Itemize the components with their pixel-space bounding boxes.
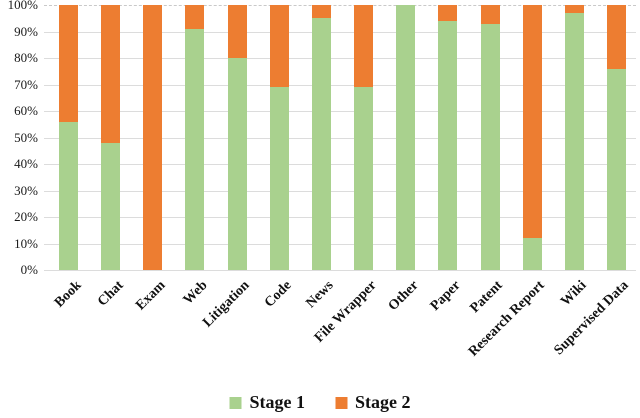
bar-news-stage-2: [311, 5, 331, 19]
gridline-40%: [44, 164, 636, 165]
legend-label: Stage 2: [355, 392, 411, 412]
bar-litigation-stage-1: [227, 58, 247, 270]
y-axis-tick-label: 50%: [14, 129, 38, 145]
bar-patent-stage-2: [480, 5, 500, 24]
bar-research-report-stage-2: [522, 5, 542, 239]
bar-wiki-stage-2: [564, 5, 584, 13]
bar-news-stage-1: [311, 18, 331, 270]
bar-chat-stage-1: [101, 142, 121, 270]
legend-item-stage-2: Stage 2: [335, 392, 411, 413]
gridline-100%: [44, 5, 636, 6]
y-axis-tick-label: 100%: [7, 0, 38, 12]
bar-file-wrapper-stage-2: [354, 5, 374, 88]
bar-file-wrapper-stage-1: [354, 87, 374, 270]
bar-wiki-stage-1: [564, 12, 584, 270]
legend-swatch-icon: [335, 396, 347, 409]
y-axis-tick-label: 70%: [14, 76, 38, 92]
gridline-80%: [44, 58, 636, 59]
bar-book-stage-2: [59, 5, 78, 122]
legend-swatch-icon: [229, 396, 242, 409]
y-axis-tick-label: 40%: [14, 156, 38, 171]
y-axis-tick-label: 10%: [14, 235, 38, 251]
legend-item-stage-1: Stage 1: [229, 392, 306, 413]
y-axis-tick-label: 60%: [14, 103, 38, 118]
gridline-50%: [44, 137, 636, 139]
bar-code-stage-1: [269, 87, 289, 270]
gridline-30%: [44, 190, 636, 192]
bar-supervised-data-stage-1: [606, 68, 626, 270]
bar-other-stage-1: [396, 5, 416, 270]
bar-web-stage-1: [185, 28, 205, 270]
gridline-20%: [44, 217, 636, 218]
gridline-10%: [44, 243, 636, 245]
chart-legend: Stage 1 Stage 2: [229, 392, 411, 413]
bar-paper-stage-1: [438, 20, 458, 270]
y-axis-tick-label: 0%: [20, 262, 38, 277]
y-axis-tick-label: 30%: [14, 182, 38, 198]
bar-web-stage-2: [185, 5, 205, 29]
bar-book-stage-1: [59, 121, 78, 270]
gridline-90%: [44, 31, 636, 33]
gridline-0%: [44, 270, 636, 271]
bar-chat-stage-2: [101, 5, 121, 143]
gridline-70%: [44, 84, 636, 86]
y-axis-tick-label: 90%: [14, 23, 38, 39]
bar-research-report-stage-1: [522, 238, 542, 270]
y-axis-tick-label: 20%: [14, 209, 38, 224]
bar-patent-stage-1: [480, 23, 500, 270]
bar-code-stage-2: [269, 5, 289, 88]
bar-supervised-data-stage-2: [606, 5, 626, 69]
y-axis-tick-label: 80%: [14, 50, 38, 65]
legend-label: Stage 1: [249, 392, 306, 412]
gridline-60%: [44, 111, 636, 112]
bar-exam-stage-2: [143, 5, 163, 270]
bar-litigation-stage-2: [227, 5, 247, 58]
bar-paper-stage-2: [438, 5, 458, 21]
